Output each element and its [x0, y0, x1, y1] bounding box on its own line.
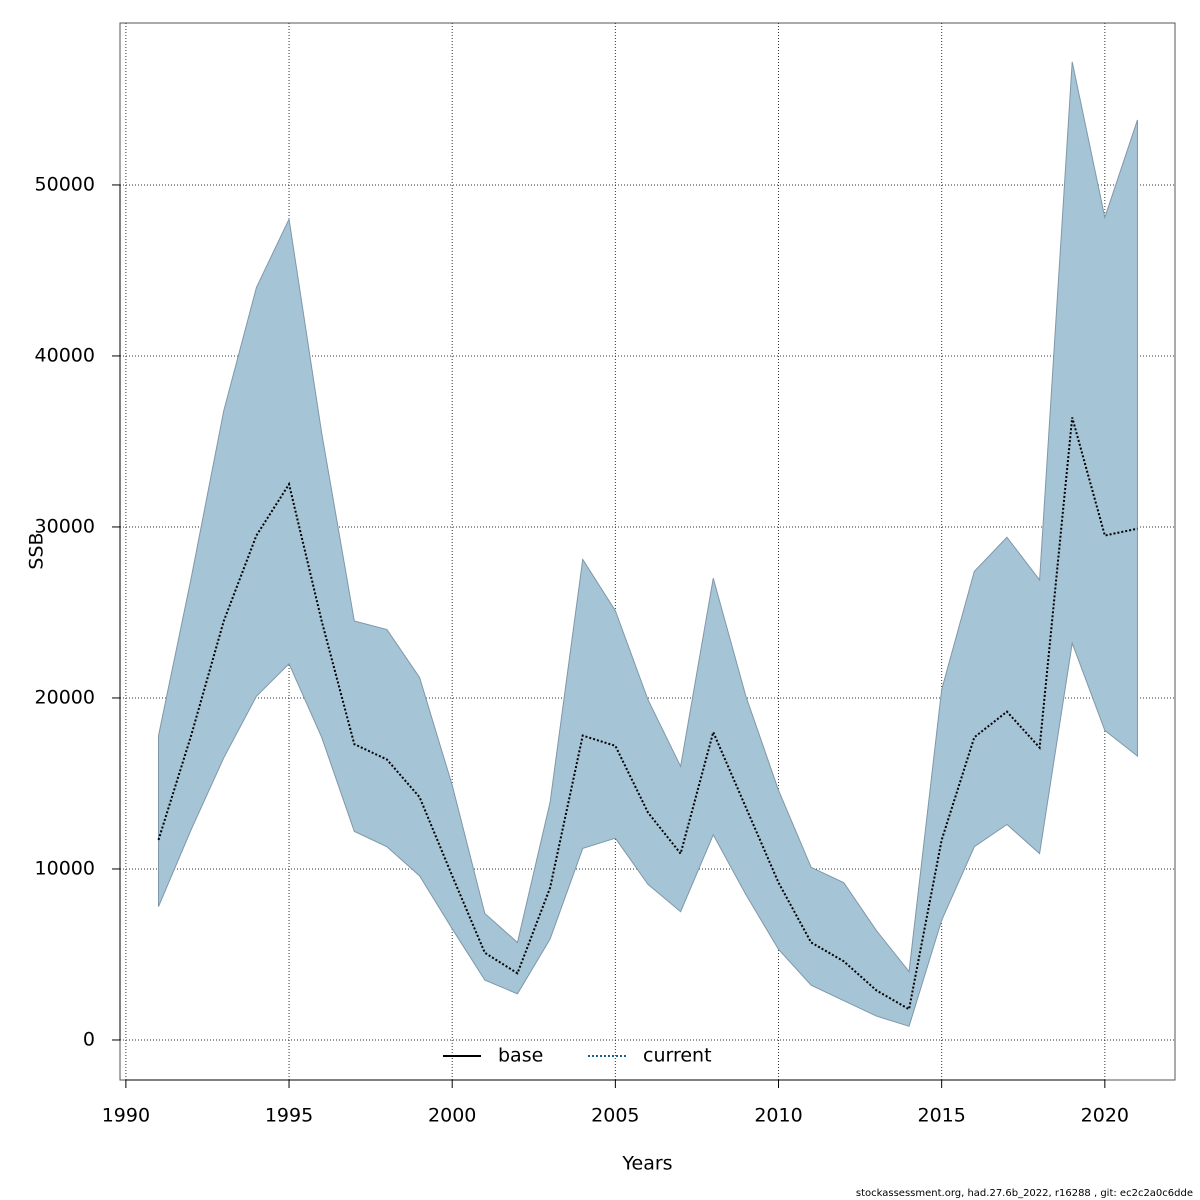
confidence-band: [158, 61, 1138, 1027]
footer: stockassessment.org, had.27.6b_2022, r16…: [856, 1188, 1193, 1199]
y-tick-label: 0: [83, 1028, 95, 1050]
x-tick-label: 1990: [102, 1105, 150, 1127]
y-axis-label: SSB: [26, 532, 48, 569]
legend-label: base: [498, 1045, 543, 1067]
y-tick-label: 10000: [35, 857, 95, 879]
y-tick-label: 30000: [35, 515, 95, 537]
x-tick-label: 2020: [1081, 1105, 1129, 1127]
x-tick-label: 2000: [428, 1105, 476, 1127]
y-tick-label: 20000: [35, 686, 95, 708]
legend-label: current: [643, 1045, 712, 1067]
x-tick-label: 1995: [265, 1105, 313, 1127]
x-tick-label: 2005: [591, 1105, 639, 1127]
line: [157, 417, 1138, 1011]
x-axis-label: Years: [621, 1153, 672, 1175]
y-tick-label: 50000: [35, 173, 95, 195]
x-tick-label: 2015: [917, 1105, 965, 1127]
x-tick-label: 2010: [754, 1105, 802, 1127]
y-tick-label: 40000: [35, 344, 95, 366]
